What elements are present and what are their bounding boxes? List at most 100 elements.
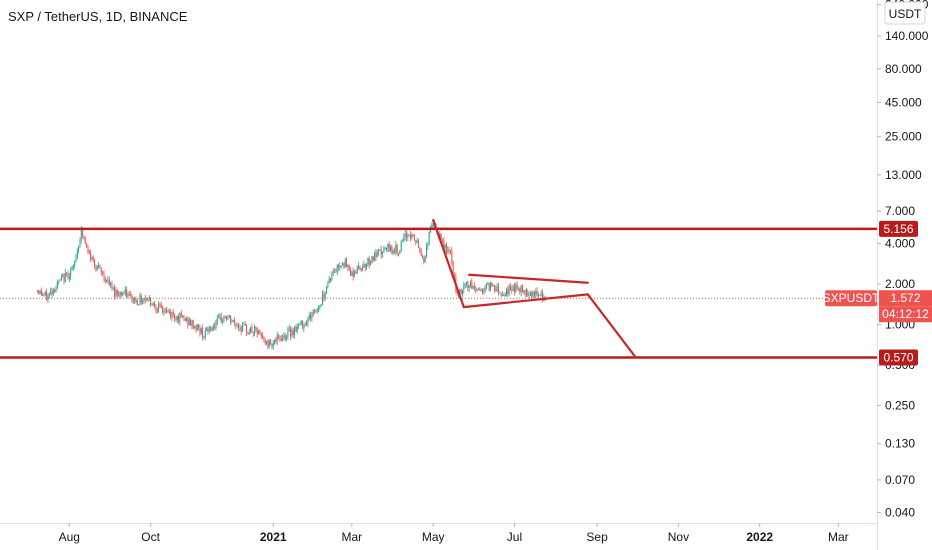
candle-body: [164, 311, 166, 313]
drop-line[interactable]: [432, 218, 465, 309]
candle-body: [520, 285, 522, 293]
candle-body: [54, 289, 56, 292]
candle-body: [310, 315, 312, 319]
triangle-lower[interactable]: [462, 293, 589, 309]
candle-body: [182, 315, 184, 317]
candle-body: [423, 257, 425, 263]
candle-body: [36, 290, 38, 292]
candle-body: [102, 272, 104, 274]
horizontal-levels[interactable]: [0, 227, 877, 359]
projection-line[interactable]: [586, 293, 637, 359]
candle-body: [346, 259, 348, 267]
candle-body: [147, 298, 149, 301]
candle-body: [452, 262, 454, 276]
candle-body: [154, 303, 156, 307]
candle-body: [532, 292, 534, 297]
candle-body: [200, 328, 202, 333]
candle-body: [274, 339, 276, 344]
candle-body: [379, 249, 381, 251]
candle-body: [414, 236, 416, 241]
candle-body: [283, 335, 285, 338]
candle-body: [492, 285, 494, 287]
candle-body: [287, 330, 289, 336]
candle-body: [126, 289, 128, 298]
candle-body: [207, 327, 209, 332]
candle-body: [489, 283, 491, 291]
candle-body: [537, 295, 539, 297]
candle-body: [336, 265, 338, 272]
candle-body: [258, 330, 260, 334]
candle-body: [100, 267, 102, 273]
y-tick-label-4: 25.000: [885, 130, 922, 144]
candle-body: [266, 341, 268, 344]
currency-button[interactable]: USDT: [884, 1, 926, 25]
candle-body: [487, 283, 489, 285]
symbol-tag-label: SXPUSDT: [823, 291, 880, 305]
candle-body: [134, 297, 136, 303]
candle-body: [43, 294, 45, 296]
candle-body: [315, 310, 317, 312]
candle-body: [66, 272, 68, 274]
candle-body: [106, 280, 108, 282]
candle-body: [50, 291, 52, 294]
candle-body: [364, 264, 366, 268]
triangle-upper[interactable]: [468, 273, 589, 284]
y-tick-label-6: 7.000: [885, 204, 915, 218]
time-axis[interactable]: [0, 523, 877, 550]
candle-body: [275, 339, 277, 342]
candle-body: [148, 298, 150, 300]
price-axis[interactable]: [877, 0, 932, 550]
candle-body: [428, 231, 430, 245]
candle-body: [111, 282, 113, 288]
candle-body: [484, 288, 486, 290]
candle-body: [407, 234, 409, 238]
candle-body: [276, 335, 278, 342]
candle-body: [204, 331, 206, 338]
candle-body: [541, 292, 543, 301]
price-tag-bg: [879, 290, 932, 307]
candle-body: [211, 327, 213, 331]
candle-body: [449, 250, 451, 252]
candle-body: [338, 265, 340, 268]
chart-title: SXP / TetherUS, 1D, BINANCE: [8, 9, 188, 24]
x-tick-label-7: Nov: [668, 530, 689, 544]
y-tick-label-11: 0.250: [885, 399, 915, 413]
candle-body: [536, 291, 538, 296]
candle-body: [461, 290, 463, 294]
candle-body: [370, 262, 372, 266]
candle-body: [114, 287, 116, 297]
candle-body: [481, 290, 483, 293]
candle-body: [422, 255, 424, 258]
candle-body: [78, 246, 80, 251]
candle-body: [146, 299, 148, 301]
candle-body: [464, 283, 466, 286]
candle-body: [302, 320, 304, 329]
candle-body: [236, 325, 238, 327]
candle-body: [272, 343, 274, 347]
candle-body: [529, 292, 531, 295]
candle-body: [280, 338, 282, 341]
candle-body: [300, 320, 302, 325]
candle-body: [339, 266, 341, 268]
candle-body: [503, 295, 505, 297]
trend-drawings[interactable]: [432, 218, 637, 359]
candle-body: [418, 240, 420, 248]
candles: [36, 220, 546, 350]
candle-body: [311, 314, 313, 319]
candle-body: [432, 224, 434, 226]
candle-body: [395, 245, 397, 253]
candle-body: [295, 326, 297, 332]
candle-body: [123, 293, 125, 295]
candle-body: [328, 278, 330, 284]
candle-body: [419, 247, 421, 252]
candle-body: [399, 250, 401, 254]
candle-body: [230, 316, 232, 323]
candle-body: [188, 319, 190, 326]
candle-body: [392, 250, 394, 254]
x-tick-label-9: Mar: [828, 530, 849, 544]
candle-body: [278, 335, 280, 337]
candle-body: [431, 225, 433, 230]
candle-body: [459, 289, 461, 292]
candle-body: [499, 291, 501, 293]
